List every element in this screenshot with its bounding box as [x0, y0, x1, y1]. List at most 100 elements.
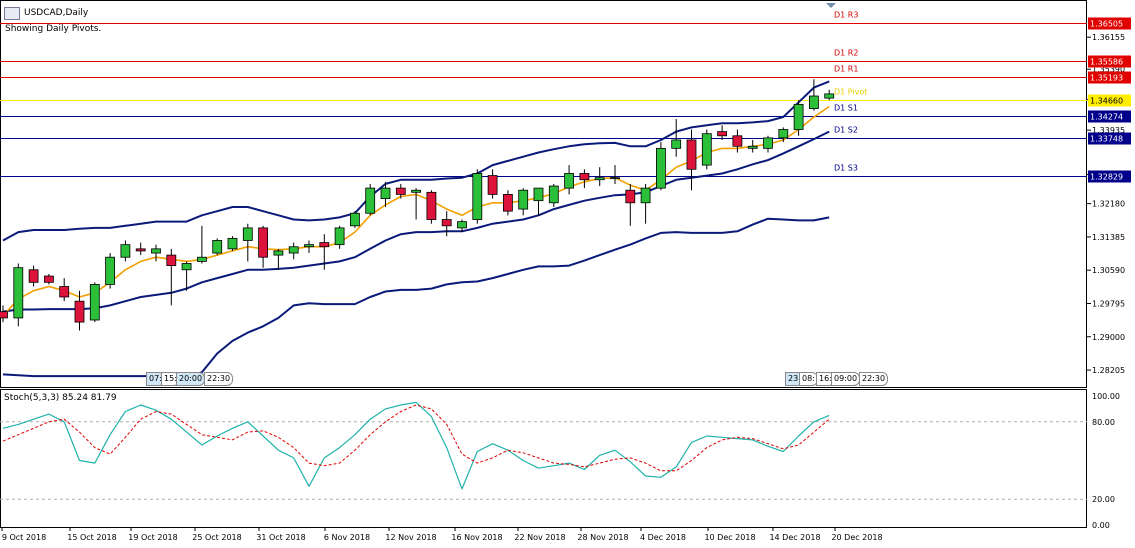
pivot-price-tag [1088, 55, 1131, 68]
candle-body[interactable] [502, 194, 513, 212]
indicator-note: Showing Daily Pivots. [5, 24, 102, 34]
stochastic-d-line [2, 404, 830, 472]
time-axis-label: 4 Dec 2018 [640, 533, 686, 542]
pivot-price-tag-text: 1.34274 [1090, 113, 1123, 122]
candle-body[interactable] [701, 133, 712, 166]
candle-body[interactable] [809, 95, 819, 109]
session-time-chip[interactable]: 20:00 [176, 372, 206, 386]
candle-body[interactable] [671, 139, 682, 149]
pivot-label: D1 Pivot [834, 88, 867, 97]
time-axis-label: 15 Oct 2018 [67, 533, 116, 542]
bollinger-lower-band [2, 216, 830, 378]
time-axis-label: 19 Oct 2018 [128, 533, 177, 542]
candle-body[interactable] [625, 189, 636, 204]
candle-body[interactable] [365, 187, 376, 214]
candle-body[interactable] [717, 131, 727, 137]
candle-body[interactable] [135, 248, 146, 252]
candle-body[interactable] [518, 189, 529, 210]
pivot-price-tag [1088, 170, 1131, 183]
pivot-price-tag [1088, 110, 1131, 123]
candle-body[interactable] [441, 219, 452, 227]
time-axis-label: 12 Nov 2018 [385, 533, 436, 542]
candle-body[interactable] [656, 147, 666, 189]
session-time-chip[interactable]: 22:30 [204, 372, 234, 386]
pivot-price-tag-text: 1.32829 [1090, 173, 1123, 182]
candle-body[interactable] [457, 221, 467, 229]
candle-body[interactable] [212, 240, 223, 254]
candle-body[interactable] [59, 286, 70, 298]
session-time-chip[interactable]: 08: [799, 372, 818, 386]
candle-body[interactable] [44, 275, 54, 283]
pivot-label: D1 R1 [834, 65, 858, 74]
candle-body[interactable] [196, 256, 207, 262]
session-time-chip[interactable]: 22:30 [859, 372, 889, 386]
stochastic-axis-label: 80.00 [1092, 418, 1115, 427]
candle-body[interactable] [74, 300, 85, 323]
price-axis-label: 1.35390 [1092, 65, 1125, 74]
price-axis-label: 1.29795 [1092, 299, 1125, 308]
candle-body[interactable] [28, 269, 39, 283]
pivot-label: D1 S2 [834, 126, 858, 135]
candle-body[interactable] [793, 103, 804, 130]
pivot-price-tag-text: 1.35586 [1090, 58, 1123, 67]
pivot-price-tag-text: 1.36505 [1090, 20, 1123, 29]
pivot-price-tag [1088, 71, 1131, 84]
candle-body[interactable] [181, 263, 192, 271]
candle-body[interactable] [487, 175, 498, 195]
pivot-label: D1 R3 [834, 11, 858, 20]
candle-body[interactable] [763, 137, 773, 149]
candle-body[interactable] [349, 212, 360, 227]
candle-body[interactable] [594, 177, 605, 181]
time-axis-label: 20 Dec 2018 [831, 533, 882, 542]
candle-body[interactable] [564, 173, 574, 189]
candle-body[interactable] [120, 244, 131, 258]
candle-body[interactable] [288, 246, 299, 254]
time-axis-label: 10 Dec 2018 [704, 533, 755, 542]
candle-body[interactable] [548, 185, 559, 204]
pivot-price-tag [1088, 132, 1131, 145]
candle-body[interactable] [610, 177, 620, 180]
candle-body[interactable] [395, 187, 406, 195]
candle-body[interactable] [166, 254, 177, 266]
candle-body[interactable] [640, 187, 651, 204]
price-axis-label: 1.29000 [1092, 333, 1125, 342]
pivot-price-tag-text: 1.34660 [1090, 97, 1123, 106]
pivot-price-tag [1088, 17, 1131, 30]
candle-body[interactable] [304, 244, 314, 248]
candle-body[interactable] [227, 237, 238, 250]
stochastic-axis-label: 100.00 [1092, 392, 1120, 401]
stochastic-axis-label: 0.00 [1092, 521, 1110, 530]
candle-body[interactable] [13, 267, 24, 319]
session-time-chip[interactable]: 09:00 [831, 372, 861, 386]
candle-body[interactable] [533, 187, 544, 202]
time-axis-label: 31 Oct 2018 [256, 533, 305, 542]
candle-body[interactable] [747, 145, 758, 149]
time-axis-label: 9 Oct 2018 [2, 533, 46, 542]
candle-body[interactable] [242, 227, 253, 241]
price-axis-label: 1.30590 [1092, 266, 1125, 275]
scroll-shift-marker-icon[interactable] [826, 3, 836, 8]
candle-body[interactable] [778, 129, 789, 139]
candle-body[interactable] [273, 250, 284, 256]
candle-body[interactable] [258, 227, 269, 258]
candle-body[interactable] [426, 191, 437, 220]
pivot-label: D1 S1 [834, 104, 858, 113]
candle-body[interactable] [334, 227, 345, 246]
candle-body[interactable] [686, 139, 697, 170]
candle-body[interactable] [732, 135, 743, 147]
candle-body[interactable] [105, 256, 115, 285]
time-axis-label: 22 Nov 2018 [514, 533, 565, 542]
candle-body[interactable] [824, 93, 835, 99]
candle-body[interactable] [380, 187, 391, 199]
price-axis-label: 1.31385 [1092, 233, 1125, 242]
candle-body[interactable] [319, 242, 330, 248]
candle-body[interactable] [579, 173, 590, 181]
candle-body[interactable] [151, 248, 161, 254]
candle-body[interactable] [89, 284, 100, 321]
pivot-price-tag-text: 1.35193 [1090, 74, 1123, 83]
candle-body[interactable] [411, 189, 422, 193]
candle-body[interactable] [472, 173, 483, 220]
time-axis-label: 25 Oct 2018 [192, 533, 241, 542]
candle-body[interactable] [0, 311, 8, 319]
